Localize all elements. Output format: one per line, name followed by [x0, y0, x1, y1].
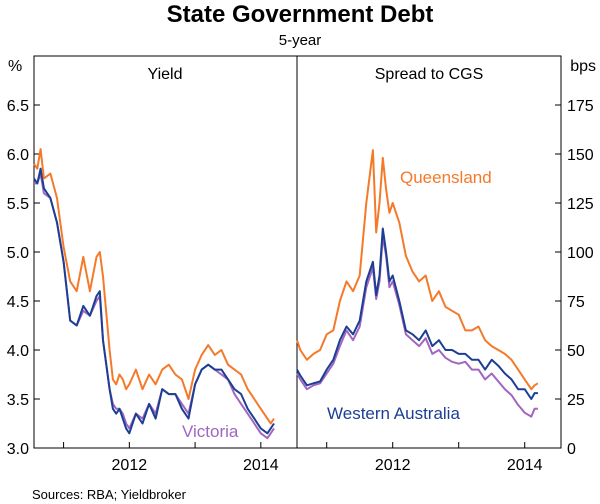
chart-subtitle: 5-year: [279, 32, 322, 49]
y-tick-label: 100: [567, 245, 594, 262]
annotation-queensland: Queensland: [400, 168, 492, 187]
series-line-western-australia: [33, 167, 275, 435]
y-tick-label: 5.5: [7, 196, 29, 213]
x-tick-label: 2014: [243, 457, 279, 474]
annotation-western-australia: Western Australia: [327, 404, 460, 423]
left-axis-unit: %: [8, 58, 22, 75]
x-tick-label: 2012: [375, 457, 411, 474]
y-tick-label: 0: [567, 441, 576, 458]
chart-title: State Government Debt: [167, 1, 434, 28]
source-note: Sources: RBA; Yieldbroker: [32, 487, 187, 502]
panel-title-spread: Spread to CGS: [375, 66, 484, 83]
left-y-axis: 3.0 3.5 4.0 4.5 5.0 5.5 6.0 6.5: [7, 98, 40, 458]
y-tick-label: 75: [567, 294, 585, 311]
y-tick-label: 3.0: [7, 441, 29, 458]
y-tick-label: 6.5: [7, 98, 29, 115]
y-tick-label: 50: [567, 343, 585, 360]
y-tick-label: 175: [567, 98, 594, 115]
y-tick-label: 3.5: [7, 392, 29, 409]
right-y-axis: 0 25 50 75 100 125 150 175: [555, 98, 594, 458]
spread-panel-lines: [296, 149, 539, 418]
series-line-victoria: [34, 172, 275, 440]
y-tick-label: 5.0: [7, 245, 29, 262]
series-line-queensland: [33, 148, 275, 425]
right-axis-unit: bps: [570, 58, 596, 75]
yield-panel-lines: [33, 148, 275, 440]
series-line-queensland: [296, 149, 539, 391]
x-tick-label: 2012: [112, 457, 148, 474]
x-axis: 2012 2014 2012 2014: [63, 442, 543, 474]
y-tick-label: 6.0: [7, 147, 29, 164]
series-line-western-australia: [296, 227, 538, 400]
panel-title-yield: Yield: [148, 66, 183, 83]
y-tick-label: 25: [567, 392, 585, 409]
y-tick-label: 125: [567, 196, 594, 213]
y-tick-label: 4.5: [7, 294, 29, 311]
x-tick-label: 2014: [507, 457, 543, 474]
y-tick-label: 4.0: [7, 343, 29, 360]
annotation-victoria: Victoria: [182, 422, 239, 441]
series-line-victoria: [296, 235, 538, 418]
y-tick-label: 150: [567, 147, 594, 164]
